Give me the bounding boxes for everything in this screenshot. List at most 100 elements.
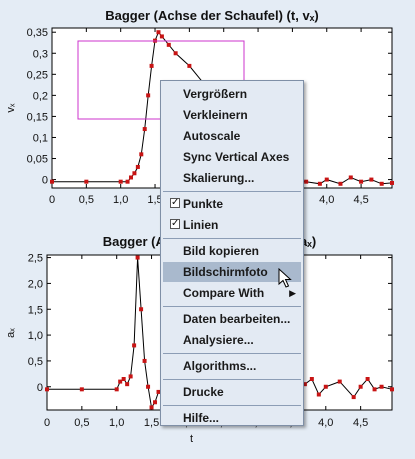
menu-item-daten-bearbeiten[interactable]: Daten bearbeiten... bbox=[163, 309, 301, 329]
menu-item-drucke[interactable]: Drucke bbox=[163, 382, 301, 402]
x-tick-label: 4,5 bbox=[353, 194, 368, 206]
menu-item-label: Bild kopieren bbox=[183, 244, 260, 258]
data-point bbox=[153, 400, 158, 405]
y-tick-label: 0 bbox=[42, 175, 48, 187]
menu-item-algorithms[interactable]: Algorithms... bbox=[163, 356, 301, 376]
data-point bbox=[187, 63, 192, 68]
menu-item-label: Compare With bbox=[183, 286, 265, 300]
data-point bbox=[173, 51, 178, 56]
y-axis-label: aₓ bbox=[5, 328, 17, 338]
data-point bbox=[304, 179, 309, 184]
y-tick-label: 2,0 bbox=[28, 278, 43, 290]
menu-item-label: Skalierung... bbox=[183, 171, 255, 185]
menu-item-skalierung[interactable]: Skalierung... bbox=[163, 168, 301, 188]
y-tick-label: 0,25 bbox=[27, 69, 48, 81]
data-point bbox=[135, 255, 140, 260]
y-tick-label: 0,5 bbox=[28, 356, 43, 368]
data-point bbox=[317, 181, 322, 186]
x-tick-label: 0,5 bbox=[79, 194, 94, 206]
menu-item-bild-kopieren[interactable]: Bild kopieren bbox=[163, 241, 301, 261]
data-point bbox=[149, 405, 154, 410]
data-point bbox=[379, 384, 384, 389]
menu-item-compare-with[interactable]: Compare With ▶ bbox=[163, 283, 301, 303]
y-tick-label: 0 bbox=[37, 382, 43, 394]
x-axis-label: t bbox=[190, 433, 193, 445]
data-point bbox=[316, 392, 321, 397]
data-point bbox=[348, 175, 353, 180]
menu-item-label: Daten bearbeiten... bbox=[183, 312, 291, 326]
x-tick-label: 1,0 bbox=[109, 417, 124, 429]
y-tick-label: 2,5 bbox=[28, 253, 43, 265]
data-point bbox=[84, 179, 89, 184]
menu-item-autoscale[interactable]: Autoscale bbox=[163, 126, 301, 146]
menu-separator bbox=[163, 306, 301, 307]
y-tick-label: 1,5 bbox=[28, 304, 43, 316]
x-tick-label: 0,5 bbox=[74, 417, 89, 429]
menu-item-label: Autoscale bbox=[183, 129, 241, 143]
menu-item-label: Bildschirmfoto bbox=[183, 265, 268, 279]
data-point bbox=[156, 30, 161, 35]
data-point bbox=[302, 382, 307, 387]
menu-item-linien[interactable]: ✓ Linien bbox=[163, 215, 301, 235]
data-point bbox=[309, 377, 314, 381]
y-tick-label: 0,35 bbox=[27, 27, 48, 39]
data-point bbox=[125, 179, 130, 184]
data-point bbox=[365, 377, 370, 381]
data-point bbox=[351, 395, 356, 400]
data-point bbox=[156, 389, 161, 394]
menu-item-bildschirmfoto[interactable]: Bildschirmfoto bbox=[163, 262, 301, 282]
y-tick-label: 0,3 bbox=[33, 48, 48, 60]
menu-item-label: Punkte bbox=[183, 197, 224, 211]
menu-separator bbox=[163, 353, 301, 354]
menu-separator bbox=[163, 379, 301, 380]
data-point bbox=[369, 177, 374, 182]
menu-item-label: Analysiere... bbox=[183, 333, 254, 347]
menu-item-verkleinern[interactable]: Verkleinern bbox=[163, 105, 301, 125]
data-point bbox=[132, 171, 137, 176]
data-point bbox=[390, 387, 394, 392]
x-tick-label: 1,5 bbox=[147, 194, 162, 206]
submenu-arrow-icon: ▶ bbox=[289, 288, 296, 298]
data-point bbox=[146, 384, 151, 389]
menu-item-label: Hilfe... bbox=[183, 411, 220, 425]
checkbox-icon[interactable]: ✓ bbox=[170, 197, 180, 208]
data-point bbox=[139, 152, 144, 157]
menu-separator bbox=[163, 191, 301, 192]
data-point bbox=[390, 180, 394, 185]
x-tick-label: 0 bbox=[44, 417, 50, 429]
data-point bbox=[128, 175, 133, 180]
data-point bbox=[323, 384, 328, 389]
data-point bbox=[379, 181, 384, 186]
data-point bbox=[142, 358, 147, 363]
menu-item-analysiere[interactable]: Analysiere... bbox=[163, 330, 301, 350]
menu-item-hilfe[interactable]: Hilfe... bbox=[163, 408, 301, 428]
data-point bbox=[149, 63, 154, 68]
checkbox-icon[interactable]: ✓ bbox=[170, 218, 180, 229]
menu-item-vergroessern[interactable]: Vergrößern bbox=[163, 84, 301, 104]
y-tick-label: 1,0 bbox=[28, 330, 43, 342]
menu-item-label: Sync Vertical Axes bbox=[183, 150, 290, 164]
data-point bbox=[118, 379, 123, 384]
data-point bbox=[125, 382, 130, 387]
menu-item-label: Vergrößern bbox=[183, 87, 248, 101]
menu-separator bbox=[163, 238, 301, 239]
x-tick-label: 1,0 bbox=[113, 194, 128, 206]
chart-title: Bagger (Achse der Schaufel) (t, vₓ) bbox=[105, 8, 319, 23]
data-point bbox=[128, 374, 133, 379]
y-tick-label: 0,05 bbox=[27, 154, 48, 166]
data-point bbox=[50, 179, 54, 184]
x-tick-label: 4,0 bbox=[318, 417, 333, 429]
data-point bbox=[146, 93, 151, 98]
x-tick-label: 4,0 bbox=[319, 194, 334, 206]
data-point bbox=[121, 377, 126, 381]
data-point bbox=[372, 387, 377, 392]
data-point bbox=[132, 343, 137, 348]
menu-item-label: Verkleinern bbox=[183, 108, 248, 122]
menu-item-sync-vertical-axes[interactable]: Sync Vertical Axes bbox=[163, 147, 301, 167]
data-point bbox=[45, 387, 49, 392]
context-menu: Vergrößern Verkleinern Autoscale Sync Verti… bbox=[160, 80, 304, 426]
menu-item-punkte[interactable]: ✓ Punkte bbox=[163, 194, 301, 214]
mouse-cursor-icon bbox=[278, 268, 292, 288]
data-point bbox=[114, 387, 119, 392]
x-tick-label: 0 bbox=[49, 194, 55, 206]
